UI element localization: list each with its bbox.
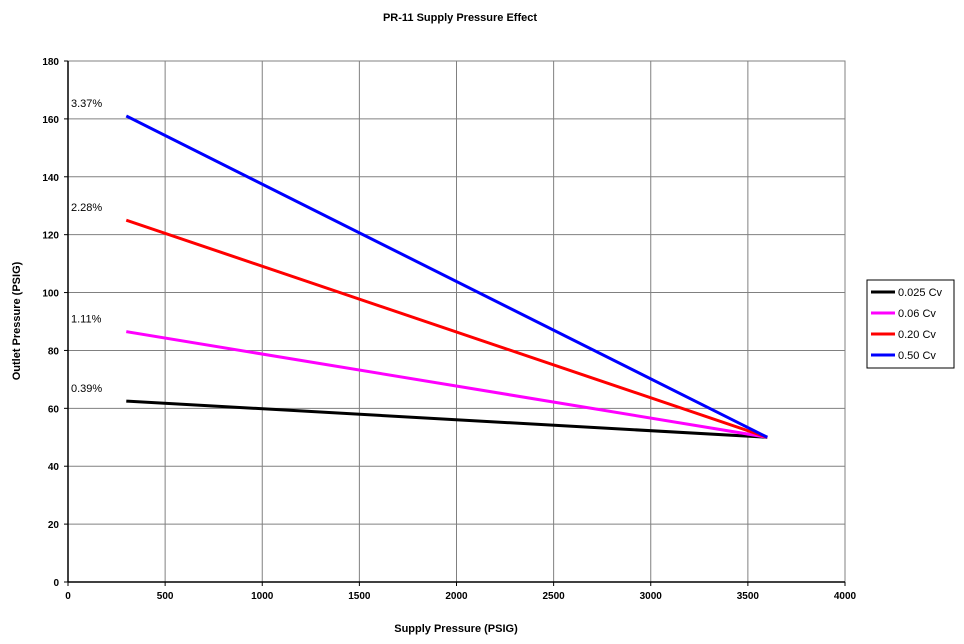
x-tick-label: 1000	[251, 591, 274, 602]
x-tick-label: 4000	[834, 591, 857, 602]
x-tick-label: 2500	[543, 591, 566, 602]
series-line	[125, 114, 768, 439]
y-tick-label: 160	[42, 115, 59, 126]
legend-entry-label: 0.50 Cv	[898, 350, 936, 362]
series-lines	[125, 114, 768, 439]
x-tick-label: 3000	[640, 591, 663, 602]
legend-entry-label: 0.025 Cv	[898, 287, 943, 299]
y-tick-label: 60	[48, 404, 60, 415]
line-annotation: 0.39%	[71, 383, 102, 395]
legend: 0.025 Cv 0.06 Cv 0.20 Cv 0.50 Cv	[866, 279, 955, 369]
y-axis-title: Outlet Pressure (PSIG)	[11, 261, 23, 380]
y-tick-label: 180	[42, 57, 59, 68]
y-tick-label: 20	[48, 520, 60, 531]
line-annotation: 1.11%	[71, 314, 102, 326]
legend-entry-label: 0.20 Cv	[898, 329, 936, 341]
line-annotation: 2.28%	[71, 202, 102, 214]
chart-title: PR-11 Supply Pressure Effect	[383, 12, 537, 24]
x-tick-label: 1500	[348, 591, 371, 602]
y-tick-label: 120	[42, 231, 59, 242]
y-tick-label: 0	[53, 578, 59, 589]
grid-lines	[68, 61, 845, 582]
x-tick-label: 0	[65, 591, 71, 602]
legend-entry-label: 0.06 Cv	[898, 308, 936, 320]
axes	[64, 60, 846, 586]
series-line	[125, 218, 768, 439]
x-tick-label: 500	[157, 591, 174, 602]
x-axis-title: Supply Pressure (PSIG)	[394, 623, 518, 635]
legend-box	[866, 279, 955, 369]
x-tick-label: 3500	[737, 591, 760, 602]
series-line	[126, 330, 768, 439]
tick-labels: 0 500 1000 1500 2000 2500 3000 3500 4000 0 20 40 60 8…	[42, 57, 856, 602]
y-tick-label: 100	[42, 289, 59, 300]
y-tick-label: 80	[48, 346, 60, 357]
annotations: 0.39% 1.11% 2.28% 3.37%	[71, 98, 102, 395]
line-annotation: 3.37%	[71, 98, 102, 110]
y-tick-label: 40	[48, 462, 60, 473]
x-tick-label: 2000	[445, 591, 468, 602]
series-line	[126, 399, 768, 439]
y-tick-label: 140	[42, 173, 59, 184]
